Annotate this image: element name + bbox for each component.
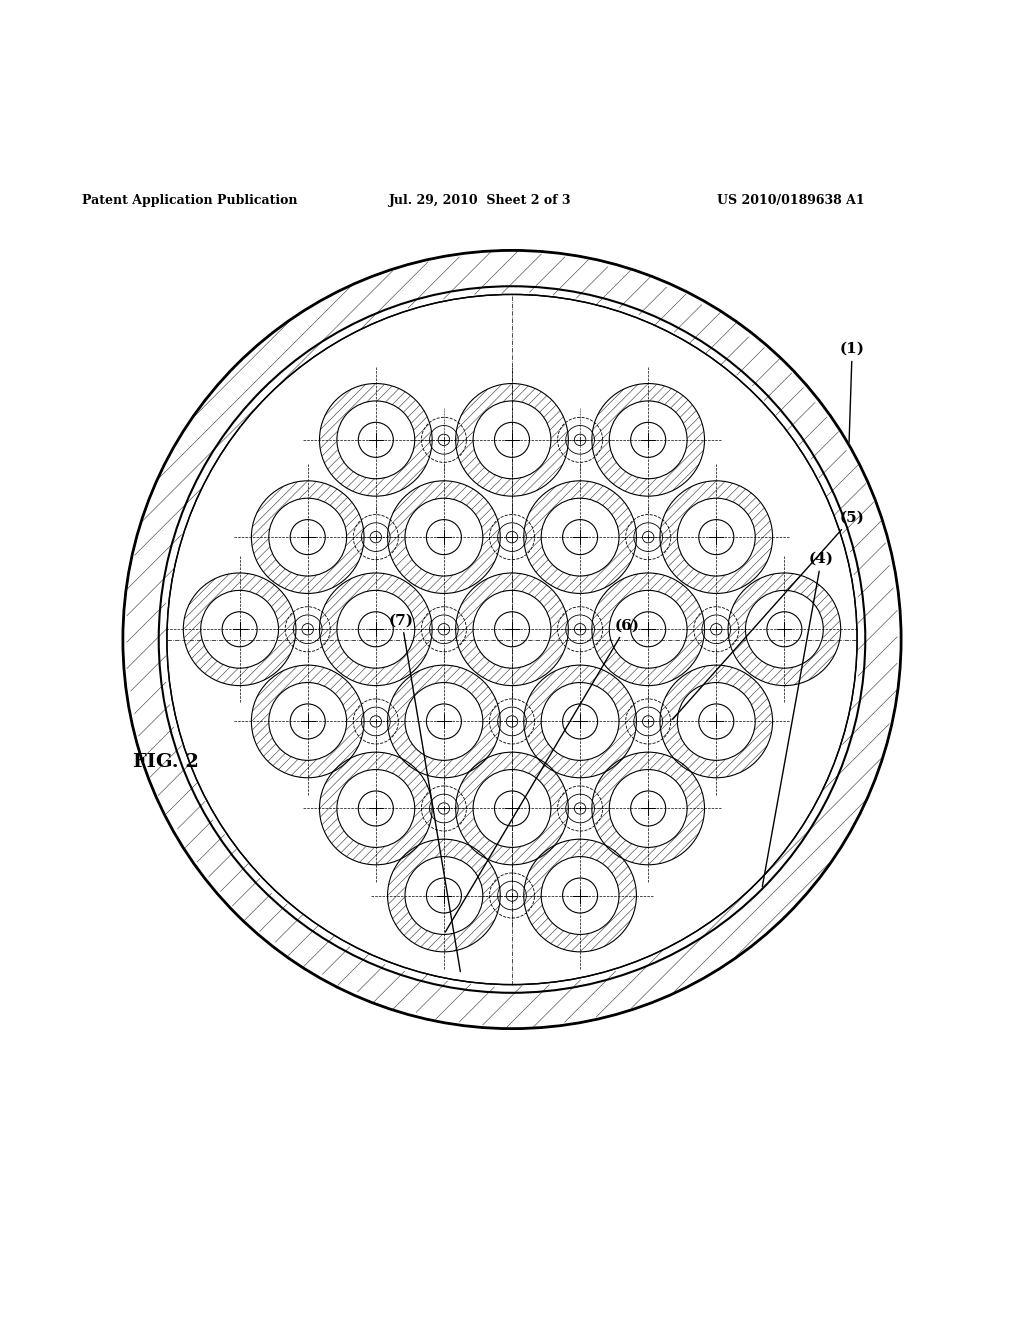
Text: (4): (4) bbox=[762, 552, 834, 887]
Text: FIG. 2: FIG. 2 bbox=[133, 754, 199, 771]
Text: (1): (1) bbox=[840, 342, 864, 442]
Text: (7): (7) bbox=[389, 614, 461, 972]
Text: (5): (5) bbox=[673, 511, 864, 719]
Text: US 2010/0189638 A1: US 2010/0189638 A1 bbox=[717, 194, 864, 207]
Text: Patent Application Publication: Patent Application Publication bbox=[82, 194, 297, 207]
Text: Jul. 29, 2010  Sheet 2 of 3: Jul. 29, 2010 Sheet 2 of 3 bbox=[389, 194, 571, 207]
Text: (6): (6) bbox=[445, 618, 639, 932]
